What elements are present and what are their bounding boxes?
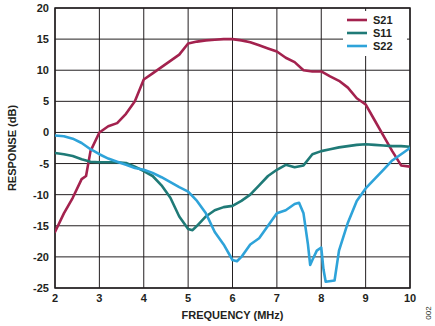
x-axis-label: FREQUENCY (MHz): [182, 309, 284, 321]
y-tick-label: 5: [43, 95, 49, 107]
y-tick-label: 20: [37, 2, 49, 14]
x-grid-line: [188, 8, 189, 288]
y-grid-line: [55, 70, 410, 71]
legend-swatch: [347, 19, 367, 22]
y-grid-line: [55, 132, 410, 133]
x-tick-label: 10: [404, 292, 416, 304]
legend-swatch: [347, 45, 367, 48]
plot-frame: [55, 8, 410, 288]
y-tick-label: -10: [33, 189, 49, 201]
x-tick-label: 9: [363, 292, 369, 304]
y-grid-line: [55, 101, 410, 102]
x-grid-line: [232, 8, 233, 288]
y-tick-label: -15: [33, 220, 49, 232]
x-grid-line: [321, 8, 322, 288]
y-tick-label: 15: [37, 33, 49, 45]
x-tick-label: 6: [229, 292, 235, 304]
x-tick-label: 4: [141, 292, 148, 304]
x-tick-label: 2: [52, 292, 58, 304]
series-line: [55, 136, 410, 282]
x-grid-line: [276, 8, 277, 288]
x-grid-line: [99, 8, 100, 288]
y-tick-label: -25: [33, 282, 49, 294]
legend-label: S21: [373, 14, 393, 26]
legend: S21S11S22: [343, 11, 407, 56]
legend-label: S11: [373, 27, 392, 39]
y-tick-label: 0: [43, 126, 49, 138]
chart: 2 3 4 5 6 7 8 9 10 -25 -20 -15 -10 -5 0 5 10 15 20 FREQUENC…: [0, 0, 435, 326]
x-tick-label: 8: [318, 292, 324, 304]
x-tick-label: 7: [274, 292, 280, 304]
grid: [55, 8, 410, 288]
y-axis-label: RESPONSE (dB): [6, 105, 18, 192]
legend-swatch: [347, 32, 367, 35]
series-group: [55, 39, 410, 282]
legend-background: [343, 11, 407, 56]
y-tick-label: -5: [39, 158, 49, 170]
y-grid-line: [55, 194, 410, 195]
figure-number: 002: [424, 306, 433, 320]
x-tick-label: 5: [185, 292, 191, 304]
x-grid-line: [143, 8, 144, 288]
y-grid-line: [55, 225, 410, 226]
y-grid-line: [55, 256, 410, 257]
y-tick-label: -20: [33, 251, 49, 263]
legend-label: S22: [373, 40, 393, 52]
y-tick-label: 10: [37, 64, 49, 76]
x-tick-label: 3: [96, 292, 102, 304]
